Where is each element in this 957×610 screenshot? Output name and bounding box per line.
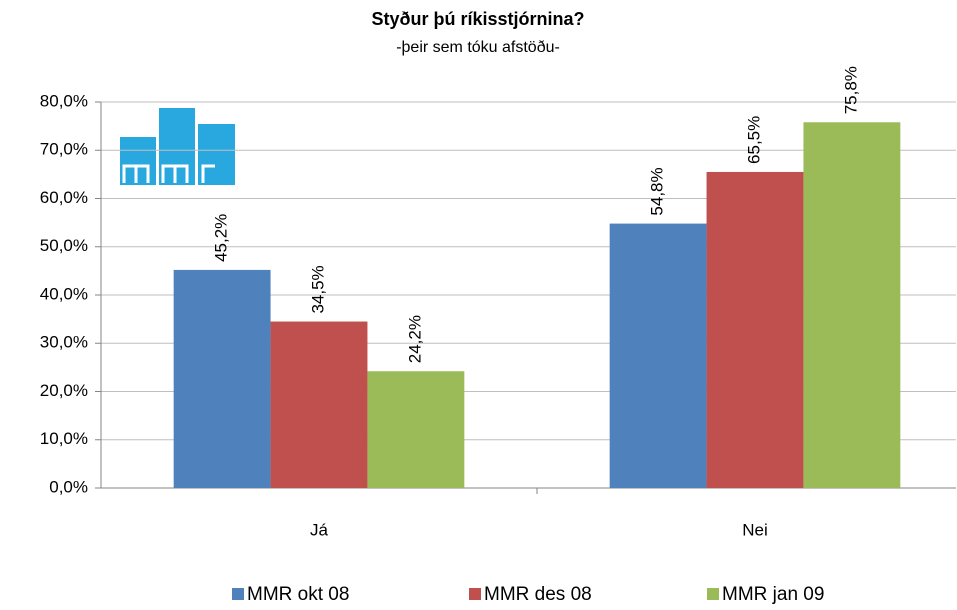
y-tick-label: 20,0% xyxy=(40,381,88,400)
x-tick-label: Já xyxy=(310,520,329,539)
chart-subtitle: -þeir sem tóku afstöðu- xyxy=(396,39,560,56)
data-label: 45,2% xyxy=(212,214,231,262)
legend-swatch xyxy=(707,588,719,600)
legend-swatch xyxy=(232,588,244,600)
data-label: 24,2% xyxy=(405,315,424,363)
y-tick-label: 60,0% xyxy=(40,188,88,207)
legend-label: MMR des 08 xyxy=(484,584,592,605)
logo xyxy=(120,108,235,185)
legend-label: MMR jan 09 xyxy=(722,584,824,605)
x-tick-label: Nei xyxy=(742,520,768,539)
bar xyxy=(173,269,271,488)
y-tick-label: 30,0% xyxy=(40,333,88,352)
bar xyxy=(706,171,804,488)
data-label: 54,8% xyxy=(648,167,667,215)
y-tick-label: 10,0% xyxy=(40,429,88,448)
y-tick-label: 80,0% xyxy=(40,91,88,110)
bar xyxy=(367,371,465,488)
chart-title: Styður þú ríkisstjórnina? xyxy=(371,9,584,29)
y-tick-label: 70,0% xyxy=(40,140,88,159)
data-label: 34,5% xyxy=(308,265,327,313)
legend-label: MMR okt 08 xyxy=(247,584,349,605)
legend-swatch xyxy=(469,588,481,600)
bar xyxy=(803,122,901,488)
data-label: 65,5% xyxy=(744,116,763,164)
data-label: 75,8% xyxy=(841,66,860,114)
y-tick-label: 50,0% xyxy=(40,236,88,255)
bar xyxy=(609,223,707,488)
y-tick-label: 40,0% xyxy=(40,284,88,303)
bar xyxy=(270,321,368,488)
y-tick-label: 0,0% xyxy=(49,477,88,496)
